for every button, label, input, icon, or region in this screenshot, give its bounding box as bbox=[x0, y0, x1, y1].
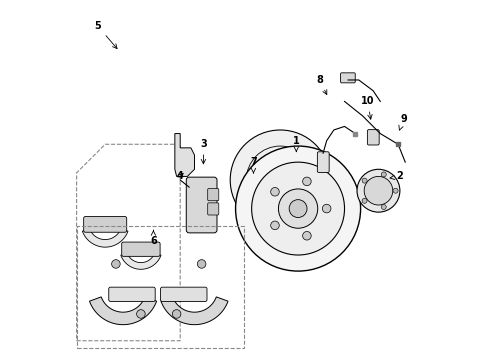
Text: 1: 1 bbox=[292, 136, 299, 152]
Bar bbox=[77, 226, 244, 348]
FancyBboxPatch shape bbox=[340, 73, 354, 83]
Text: 8: 8 bbox=[315, 75, 326, 95]
FancyBboxPatch shape bbox=[122, 242, 160, 256]
Polygon shape bbox=[82, 229, 128, 247]
Circle shape bbox=[302, 231, 310, 240]
Polygon shape bbox=[161, 297, 227, 325]
Text: 6: 6 bbox=[150, 230, 157, 246]
FancyBboxPatch shape bbox=[83, 216, 126, 232]
FancyBboxPatch shape bbox=[207, 203, 218, 215]
FancyBboxPatch shape bbox=[366, 130, 378, 145]
Circle shape bbox=[270, 188, 279, 196]
Text: 3: 3 bbox=[200, 139, 206, 164]
Polygon shape bbox=[175, 134, 194, 176]
FancyBboxPatch shape bbox=[108, 287, 155, 301]
FancyBboxPatch shape bbox=[317, 152, 328, 172]
Text: 7: 7 bbox=[249, 157, 256, 173]
Circle shape bbox=[361, 198, 366, 203]
Circle shape bbox=[278, 189, 317, 228]
Circle shape bbox=[322, 204, 330, 213]
Text: 10: 10 bbox=[360, 96, 374, 119]
FancyBboxPatch shape bbox=[160, 287, 206, 301]
Circle shape bbox=[235, 146, 360, 271]
Circle shape bbox=[356, 169, 399, 212]
Circle shape bbox=[270, 221, 279, 230]
Circle shape bbox=[111, 260, 120, 268]
Text: 5: 5 bbox=[95, 21, 117, 49]
Circle shape bbox=[251, 162, 344, 255]
Circle shape bbox=[392, 188, 397, 193]
Circle shape bbox=[381, 204, 386, 210]
Circle shape bbox=[136, 310, 145, 318]
Circle shape bbox=[172, 310, 181, 318]
Circle shape bbox=[361, 178, 366, 183]
Circle shape bbox=[288, 200, 306, 217]
Text: 4: 4 bbox=[177, 171, 183, 181]
FancyBboxPatch shape bbox=[186, 177, 217, 233]
Circle shape bbox=[381, 172, 386, 177]
Circle shape bbox=[302, 177, 310, 186]
Circle shape bbox=[197, 260, 205, 268]
Polygon shape bbox=[89, 297, 156, 325]
Circle shape bbox=[230, 130, 329, 230]
Text: 9: 9 bbox=[398, 114, 406, 130]
Circle shape bbox=[364, 176, 392, 205]
FancyBboxPatch shape bbox=[207, 189, 218, 201]
Text: 2: 2 bbox=[389, 171, 403, 181]
Polygon shape bbox=[121, 253, 161, 269]
